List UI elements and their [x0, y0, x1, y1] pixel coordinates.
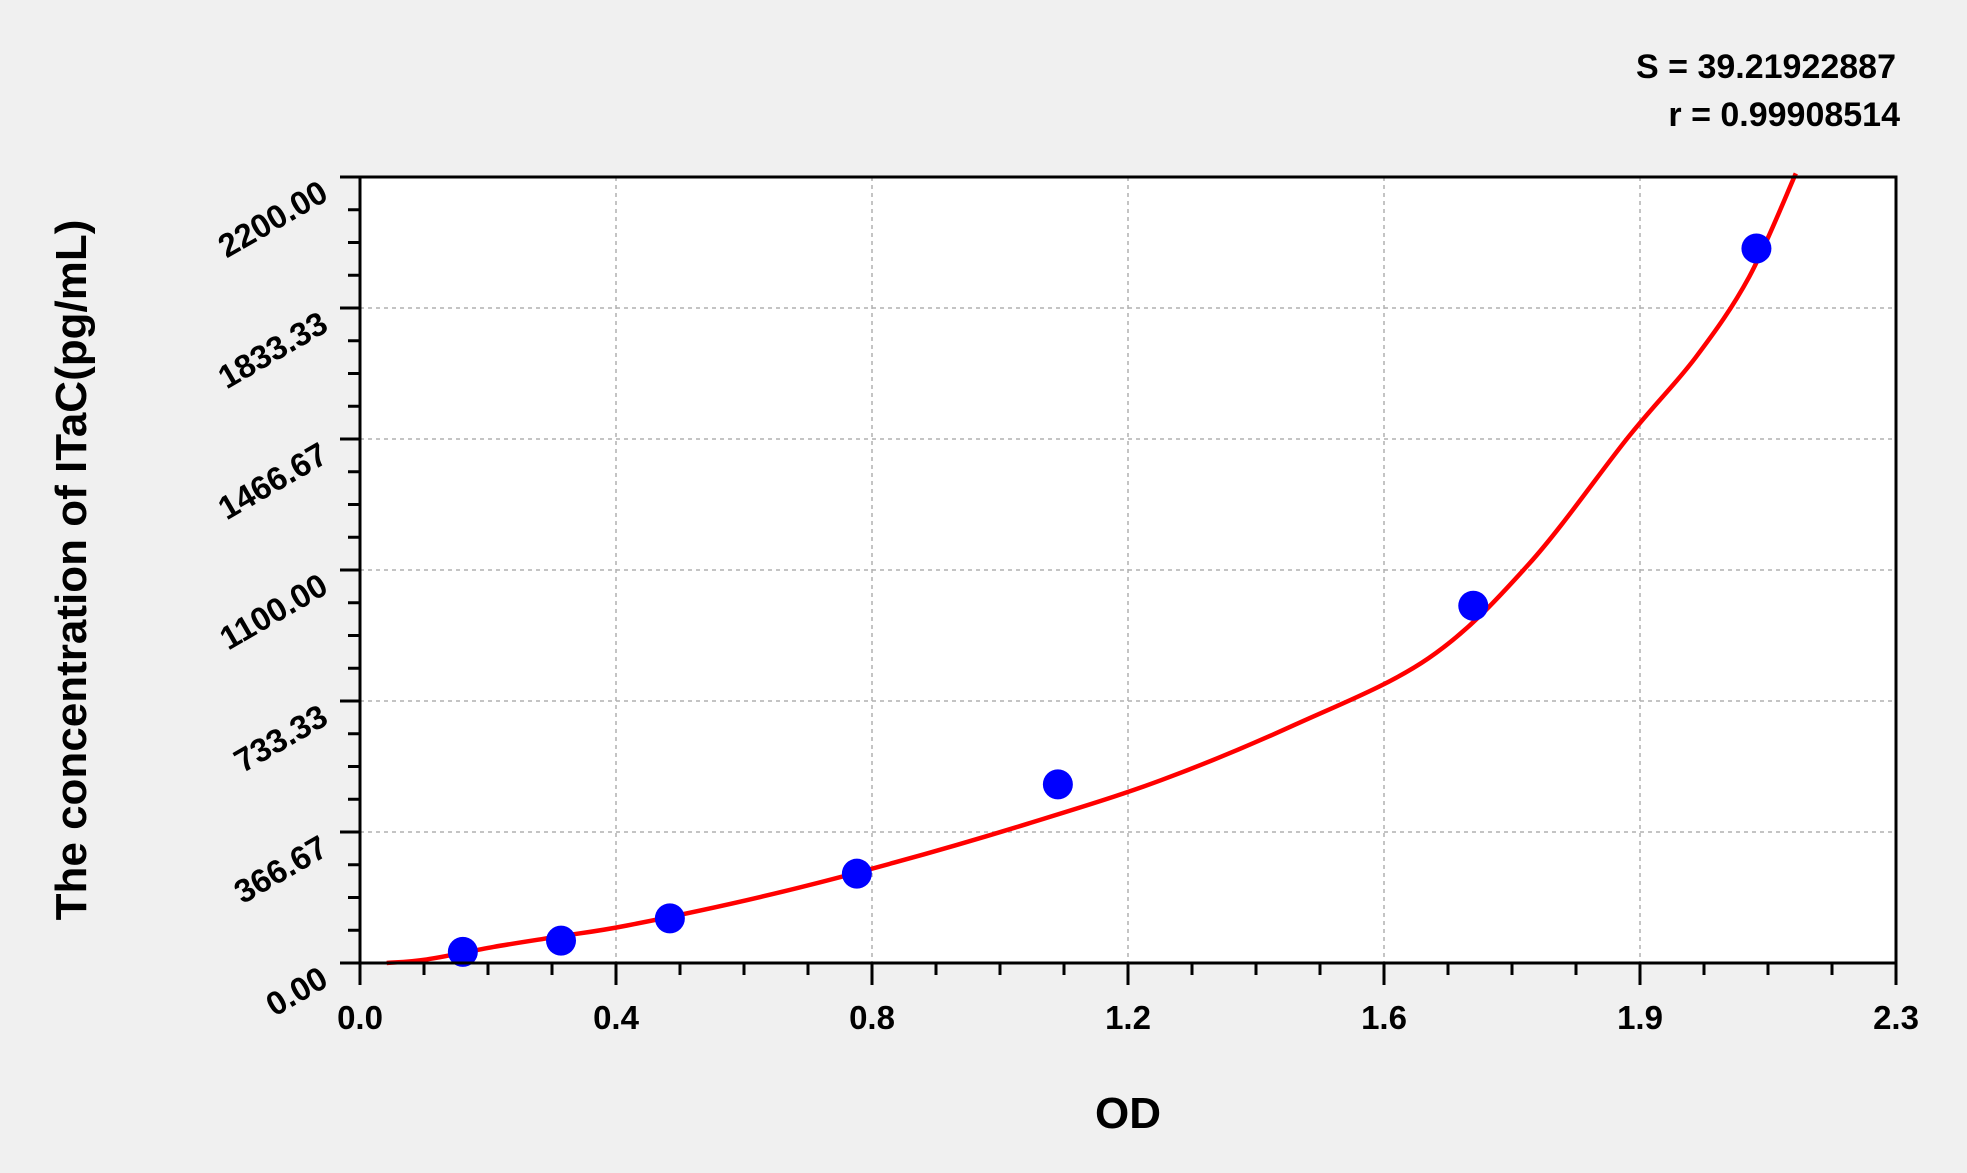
data-point	[654, 903, 685, 934]
x-tick-label: 1.9	[1617, 999, 1663, 1036]
x-tick-label: 1.6	[1361, 999, 1407, 1036]
x-tick-label: 0.8	[849, 999, 895, 1036]
y-tick-label: 2200.00	[212, 173, 334, 265]
y-axis-title: The concentration of ITaC(pg/mL)	[47, 220, 96, 921]
data-point	[1741, 233, 1772, 264]
y-tick-label: 1833.33	[212, 304, 334, 396]
x-tick-label: 0.4	[593, 999, 640, 1036]
stat-s: S = 39.21922887	[1636, 48, 1896, 86]
points-group	[447, 233, 1772, 967]
x-axis-title: OD	[1095, 1089, 1161, 1138]
y-tick-label: 0.00	[259, 959, 333, 1023]
data-point	[1042, 769, 1073, 800]
x-tick-label: 0.0	[337, 999, 383, 1036]
grid	[360, 177, 1896, 963]
y-tick-label: 1100.00	[213, 566, 333, 657]
y-tick-label: 366.67	[228, 828, 334, 911]
data-point	[841, 858, 872, 889]
y-tick-label: 733.33	[228, 697, 334, 780]
x-tick-label: 1.2	[1105, 999, 1151, 1036]
data-point	[546, 925, 577, 956]
data-point	[1458, 590, 1489, 621]
x-tick-labels: 0.0 0.4 0.8 1.2 1.6 1.9 2.3	[337, 999, 1919, 1036]
data-point	[447, 936, 478, 967]
stat-r: r = 0.99908514	[1668, 96, 1900, 134]
ticks	[340, 175, 1898, 985]
y-tick-label: 1466.67	[212, 435, 334, 527]
x-tick-label: 2.3	[1873, 999, 1919, 1036]
y-tick-labels: 0.00 366.67 733.33 1100.00 1466.67 1833.33 220…	[212, 173, 334, 1023]
